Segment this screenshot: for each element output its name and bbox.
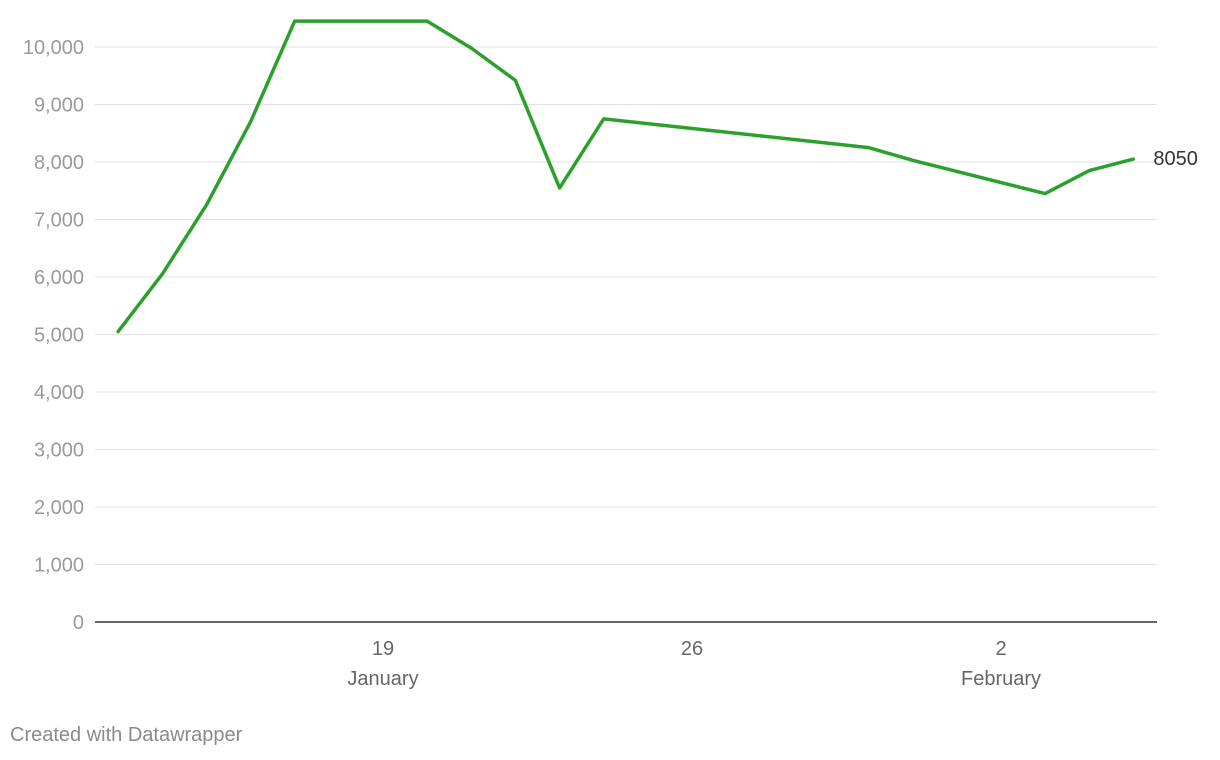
- x-tick-label: 19: [372, 638, 394, 660]
- y-axis: 0 1,000 2,000 3,000 4,000 5,000 6,000 7,000 8,00…: [23, 37, 84, 634]
- y-tick-label: 2,000: [34, 497, 84, 519]
- y-tick-label: 0: [73, 612, 84, 634]
- grid-layer: [95, 46, 1157, 565]
- y-tick-label: 8,000: [34, 152, 84, 174]
- x-tick-label: 26: [681, 638, 703, 660]
- y-tick-label: 1,000: [34, 555, 84, 577]
- y-tick-label: 3,000: [34, 440, 84, 462]
- x-tick-sublabel: January: [347, 668, 418, 690]
- x-axis: 19 January 26 2 February: [95, 621, 1157, 690]
- line-chart: 0 1,000 2,000 3,000 4,000 5,000 6,000 7,000 8,00…: [23, 19, 1198, 690]
- chart-svg: 0 1,000 2,000 3,000 4,000 5,000 6,000 7,000 8,00…: [23, 19, 1198, 690]
- y-tick-label: 7,000: [34, 210, 84, 232]
- series-layer: [116, 19, 1136, 334]
- series-end-label: 8050: [1153, 148, 1198, 170]
- series-line: [116, 19, 1136, 334]
- y-tick-label: 5,000: [34, 325, 84, 347]
- y-tick-label: 9,000: [34, 95, 84, 117]
- x-tick-label: 2: [995, 638, 1006, 660]
- y-tick-label: 6,000: [34, 267, 84, 289]
- footer-credit: Created with Datawrapper: [10, 724, 243, 746]
- y-tick-label: 4,000: [34, 382, 84, 404]
- x-tick-sublabel: February: [961, 668, 1041, 690]
- end-label-layer: 8050: [1153, 148, 1198, 170]
- y-tick-label: 10,000: [23, 37, 84, 59]
